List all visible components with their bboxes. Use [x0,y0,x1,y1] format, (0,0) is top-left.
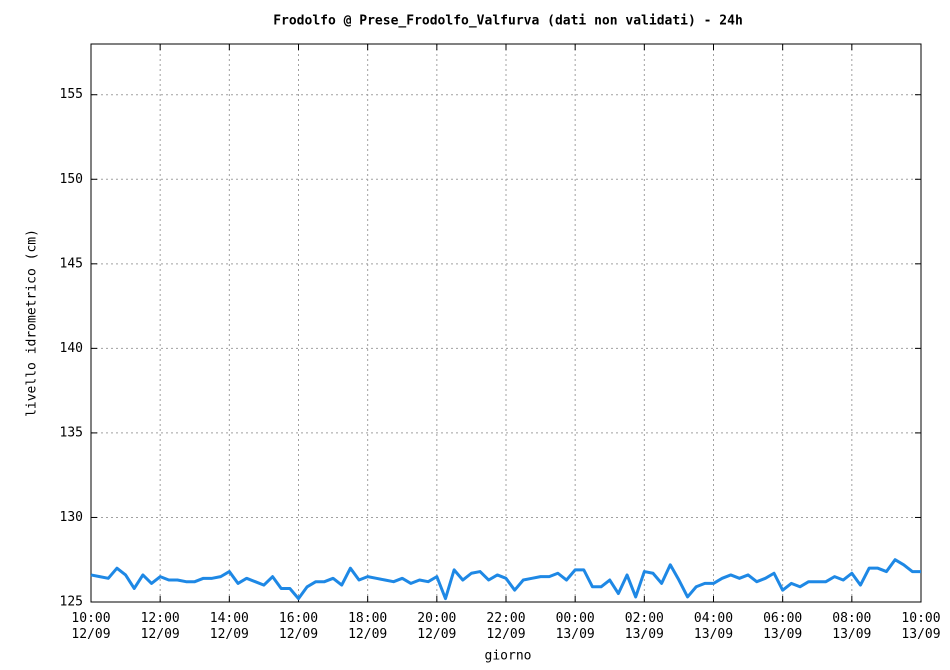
x-tick-label: 04:00 13/09 [694,611,733,642]
x-tick-label: 18:00 12/09 [348,611,387,642]
x-tick-label: 12:00 12/09 [141,611,180,642]
y-tick-label: 150 [60,172,83,187]
y-tick-label: 130 [60,510,83,525]
x-tick-label: 08:00 13/09 [832,611,871,642]
x-tick-label: 10:00 12/09 [71,611,110,642]
x-tick-label: 16:00 12/09 [279,611,318,642]
plot-frame [90,43,922,603]
y-tick-label: 155 [60,87,83,102]
x-tick-label: 00:00 13/09 [556,611,595,642]
x-tick-label: 22:00 12/09 [486,611,525,642]
x-tick-label: 02:00 13/09 [625,611,664,642]
x-tick-label: 10:00 13/09 [901,611,940,642]
data-line [90,558,921,601]
x-tick-label: 14:00 12/09 [210,611,249,642]
x-axis-label: giorno [485,649,532,664]
x-tick-label: 20:00 12/09 [417,611,456,642]
chart-title: Frodolfo @ Prese_Frodolfo_Valfurva (dati… [273,14,743,29]
y-tick-label: 140 [60,341,83,356]
x-tick-label: 06:00 13/09 [763,611,802,642]
y-tick-label: 125 [60,595,83,610]
y-axis-label: livello idrometrico (cm) [25,229,40,417]
y-tick-label: 135 [60,425,83,440]
y-tick-label: 145 [60,256,83,271]
